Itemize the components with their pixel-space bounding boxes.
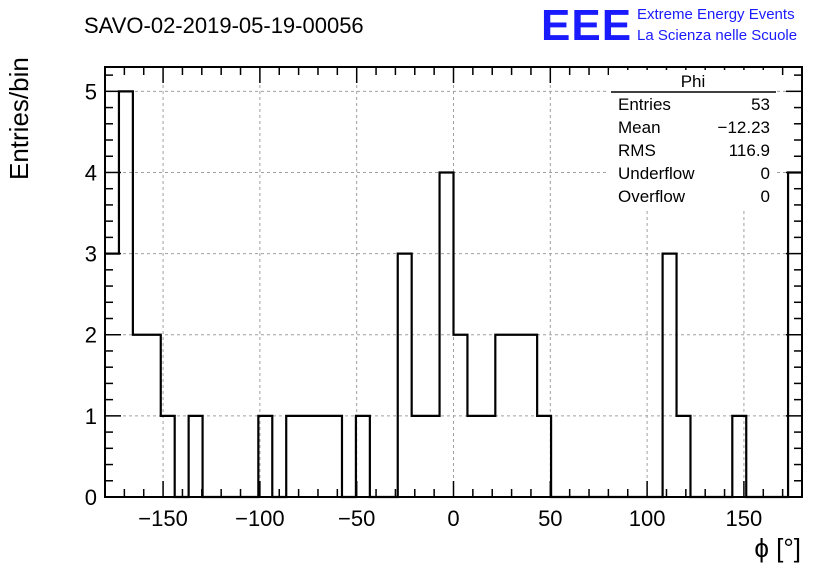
stats-label-underflow: Underflow (618, 164, 695, 183)
x-tick-label: 0 (447, 506, 459, 531)
eee-logo-mark: EEE (541, 1, 632, 50)
stats-value-mean: −12.23 (718, 118, 770, 137)
stats-label-mean: Mean (618, 118, 661, 137)
y-tick-label: 0 (85, 485, 97, 510)
stats-box: Phi Entries 53 Mean −12.23 RMS 116.9 Und… (609, 70, 776, 210)
stats-title: Phi (681, 72, 706, 91)
stats-label-entries: Entries (618, 95, 671, 114)
x-tick-label: −50 (338, 506, 375, 531)
logo-subtitle-line2: La Scienza nelle Scuole (637, 27, 797, 44)
y-tick-label: 2 (85, 323, 97, 348)
y-tick-label: 4 (85, 160, 97, 185)
stats-value-underflow: 0 (761, 164, 770, 183)
x-tick-label: −150 (138, 506, 188, 531)
y-tick-label: 1 (85, 404, 97, 429)
y-tick-label: 3 (85, 242, 97, 267)
x-tick-label: 50 (538, 506, 562, 531)
x-tick-label: −100 (235, 506, 285, 531)
stats-value-entries: 53 (751, 95, 770, 114)
y-tick-labels: 0 1 2 3 4 5 (85, 79, 97, 510)
y-tick-label: 5 (85, 79, 97, 104)
stats-label-rms: RMS (618, 141, 656, 160)
x-tick-labels: −150 −100 −50 0 50 100 150 (138, 506, 762, 531)
logo-subtitle-line1: Extreme Energy Events (637, 6, 795, 23)
eee-logo: EEE Extreme Energy Events La Scienza nel… (541, 1, 797, 50)
y-axis-label: Entries/bin (4, 57, 34, 180)
x-tick-label: 100 (629, 506, 666, 531)
stats-value-overflow: 0 (761, 187, 770, 206)
stats-value-rms: 116.9 (729, 141, 770, 160)
x-tick-label: 150 (726, 506, 763, 531)
x-axis-label: ϕ [°] (754, 533, 801, 563)
histogram-outline (105, 90, 802, 499)
chart-title: SAVO-02-2019-05-19-00056 (84, 13, 364, 38)
stats-label-overflow: Overflow (618, 187, 686, 206)
